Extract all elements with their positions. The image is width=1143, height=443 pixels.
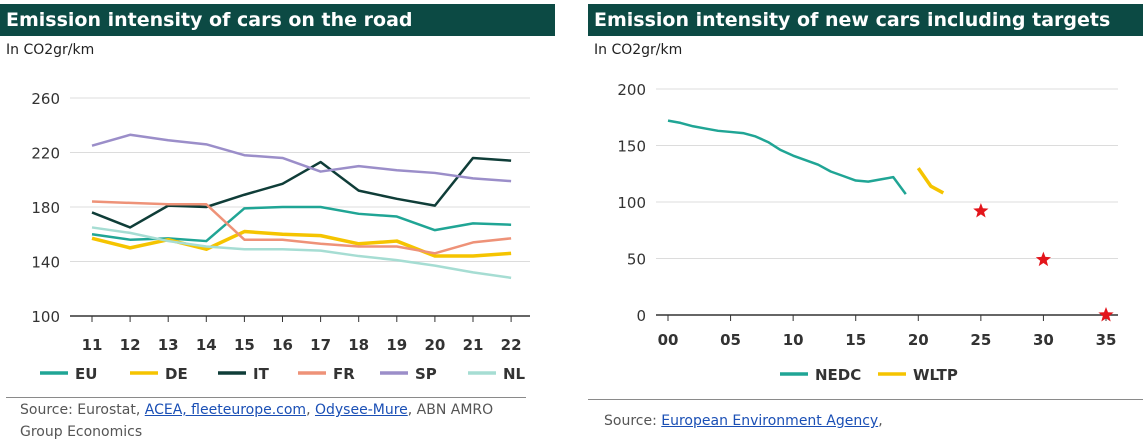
target-star-2 xyxy=(1035,251,1051,267)
series-line-sp xyxy=(91,133,512,183)
right-y-tick-label-150: 150 xyxy=(617,138,646,156)
x-tick-label-18: 18 xyxy=(348,336,369,354)
left-chart-title: Emission intensity of cars on the road xyxy=(0,4,555,36)
left-chart-panel: Emission intensity of cars on the road I… xyxy=(0,0,555,441)
left-source-link-odyssee[interactable]: Odysee-Mure xyxy=(314,402,408,418)
right-source-link-eea[interactable]: European Environment Agency xyxy=(661,413,879,429)
series-line-nl xyxy=(91,226,512,280)
y-tick-label-220: 220 xyxy=(31,145,60,163)
left-source-link-acea[interactable]: ACEA, fleeteurope.com xyxy=(144,402,307,418)
left-source-sep: , xyxy=(306,402,315,418)
legend-label-nl: NL xyxy=(503,365,526,383)
x-tick-label-21: 21 xyxy=(463,336,484,354)
right-x-tick-label-10: 10 xyxy=(783,331,804,349)
legend-label-wltp: WLTP xyxy=(913,366,958,384)
series-line-it xyxy=(91,156,512,229)
y-tick-label-260: 260 xyxy=(31,90,60,108)
left-source-suffix: , ABN AMRO Group Economics xyxy=(20,402,494,440)
right-x-tick-label-05: 05 xyxy=(720,331,741,349)
target-star-3 xyxy=(1098,307,1114,322)
x-tick-label-15: 15 xyxy=(234,336,255,354)
x-tick-label-19: 19 xyxy=(386,336,407,354)
right-x-tick-label-20: 20 xyxy=(908,331,929,349)
series-line-fr xyxy=(91,200,512,255)
y-tick-label-100: 100 xyxy=(31,308,60,326)
right-y-tick-label-100: 100 xyxy=(617,194,646,212)
series-line-wltp xyxy=(916,167,945,195)
right-source: Source: European Environment Agency, xyxy=(604,410,883,432)
legend-label-sp: SP xyxy=(415,365,437,383)
right-x-tick-label-00: 00 xyxy=(658,331,679,349)
legend-label-eu: EU xyxy=(75,365,97,383)
legend-label-de: DE xyxy=(165,365,188,383)
left-source: Source: Eurostat, ACEA, fleeteurope.com,… xyxy=(20,399,540,443)
x-tick-label-17: 17 xyxy=(310,336,331,354)
legend-label-fr: FR xyxy=(333,365,355,383)
x-tick-label-20: 20 xyxy=(424,336,445,354)
y-tick-label-140: 140 xyxy=(31,254,60,272)
right-x-tick-label-35: 35 xyxy=(1096,331,1117,349)
right-y-tick-label-200: 200 xyxy=(617,81,646,99)
right-source-prefix: Source: xyxy=(604,413,662,429)
right-chart-title: Emission intensity of new cars including… xyxy=(588,4,1143,36)
right-chart-svg: 0 50 100 150 200 00 05 10 15 20 25 30 35 NEDC WLTP xyxy=(617,81,1118,384)
right-unit-label: In CO2gr/km xyxy=(594,42,683,58)
series-line-nedc xyxy=(667,119,907,195)
right-x-tick-label-30: 30 xyxy=(1033,331,1054,349)
series-line-de xyxy=(91,229,512,258)
right-y-tick-label-0: 0 xyxy=(636,307,646,325)
right-x-tick-label-15: 15 xyxy=(845,331,866,349)
x-tick-label-22: 22 xyxy=(501,336,522,354)
right-source-divider xyxy=(588,399,1143,400)
x-tick-label-14: 14 xyxy=(196,336,217,354)
x-tick-label-11: 11 xyxy=(82,336,103,354)
target-star-1 xyxy=(973,203,989,218)
x-tick-label-16: 16 xyxy=(272,336,293,354)
left-chart-svg: 100 140 180 220 260 11 12 13 14 15 16 17 18 19 20 21 22 E… xyxy=(31,90,530,383)
left-source-divider xyxy=(6,397,526,398)
left-unit-label: In CO2gr/km xyxy=(6,42,95,58)
right-source-suffix: , xyxy=(878,413,883,429)
right-x-tick-label-25: 25 xyxy=(970,331,991,349)
legend-label-nedc: NEDC xyxy=(815,366,861,384)
right-y-tick-label-50: 50 xyxy=(627,251,646,269)
legend-label-it: IT xyxy=(253,365,270,383)
x-tick-label-12: 12 xyxy=(120,336,141,354)
x-tick-label-13: 13 xyxy=(158,336,179,354)
right-chart-panel: Emission intensity of new cars including… xyxy=(588,0,1143,441)
left-source-prefix: Source: Eurostat, xyxy=(20,402,145,418)
y-tick-label-180: 180 xyxy=(31,199,60,217)
